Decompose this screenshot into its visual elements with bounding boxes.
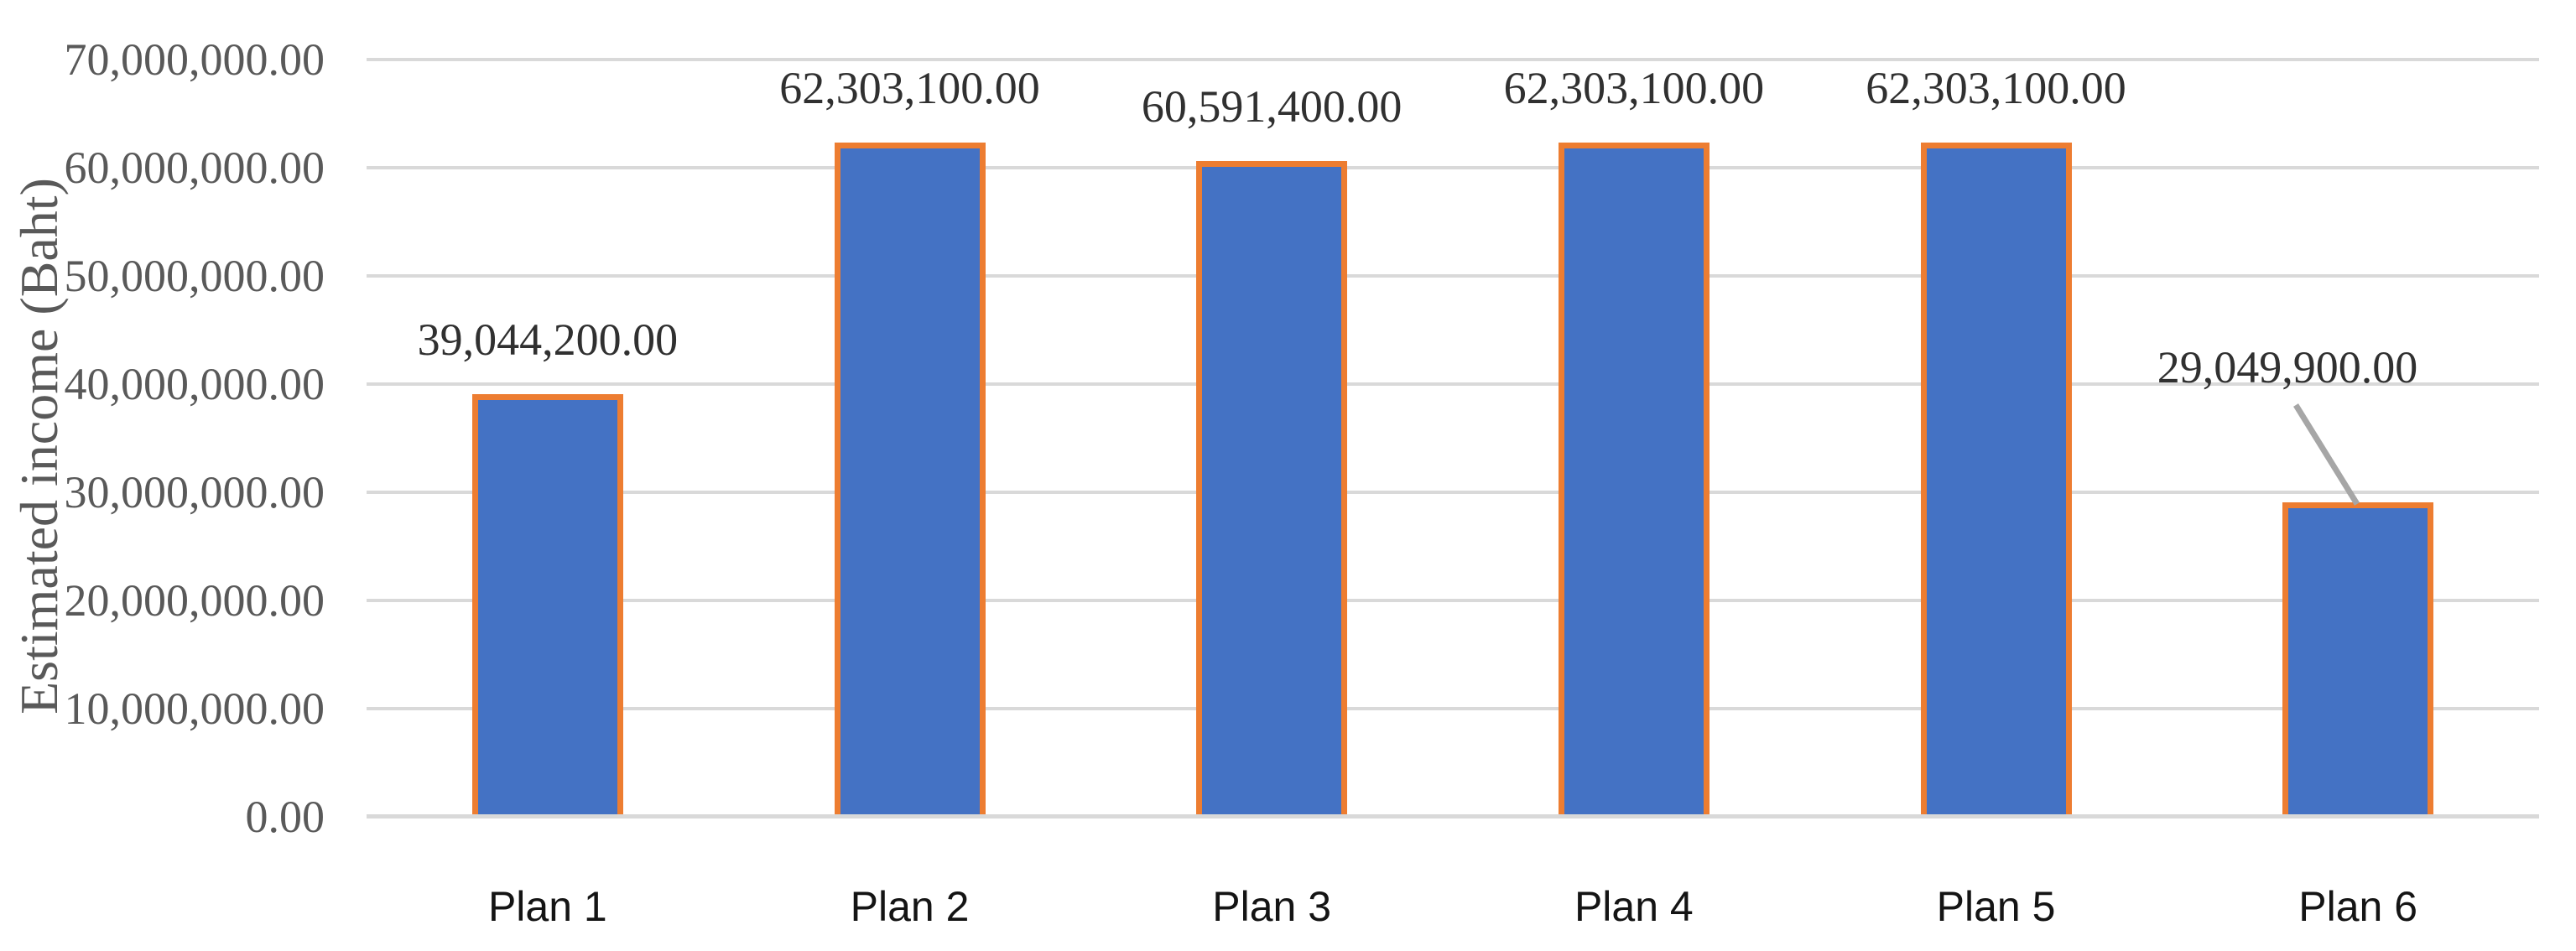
gridline xyxy=(367,166,2539,169)
y-tick-label: 50,000,000.00 xyxy=(64,251,325,301)
gridline xyxy=(367,599,2539,602)
bar-plan-5 xyxy=(1920,143,2072,818)
data-label-plan-6: 29,049,900.00 xyxy=(2157,342,2418,392)
y-tick-label: 60,000,000.00 xyxy=(64,143,325,193)
data-label-plan-1: 39,044,200.00 xyxy=(417,314,679,366)
bar-plan-2 xyxy=(834,143,986,818)
bar-plan-3 xyxy=(1196,161,1348,818)
bar-plan-1 xyxy=(471,394,623,818)
x-category-label-plan-5: Plan 5 xyxy=(1936,883,2056,930)
data-label-plan-2: 62,303,100.00 xyxy=(779,63,1040,114)
gridline xyxy=(367,707,2539,710)
data-label-plan-5: 62,303,100.00 xyxy=(1866,63,2126,114)
bar-plan-4 xyxy=(1558,143,1710,818)
gridline xyxy=(367,491,2539,494)
y-tick-label: 70,000,000.00 xyxy=(64,34,325,85)
y-tick-label: 0.00 xyxy=(245,792,325,842)
x-axis-line xyxy=(367,814,2539,818)
gridline xyxy=(367,58,2539,61)
x-category-label-plan-3: Plan 3 xyxy=(1212,883,1332,930)
x-category-label-plan-2: Plan 2 xyxy=(850,883,970,930)
y-tick-label: 10,000,000.00 xyxy=(64,683,325,734)
x-category-label-plan-1: Plan 1 xyxy=(487,883,607,930)
y-tick-label: 20,000,000.00 xyxy=(64,575,325,626)
data-label-plan-3: 60,591,400.00 xyxy=(1141,81,1402,133)
gridline xyxy=(367,382,2539,386)
bar-plan-6 xyxy=(2282,502,2434,818)
gridline xyxy=(367,274,2539,278)
y-tick-label: 30,000,000.00 xyxy=(64,467,325,517)
x-category-label-plan-6: Plan 6 xyxy=(2298,883,2418,930)
leader-line xyxy=(2293,403,2360,506)
data-label-plan-4: 62,303,100.00 xyxy=(1503,63,1765,114)
x-category-label-plan-4: Plan 4 xyxy=(1574,883,1694,930)
y-tick-label: 40,000,000.00 xyxy=(64,359,325,409)
